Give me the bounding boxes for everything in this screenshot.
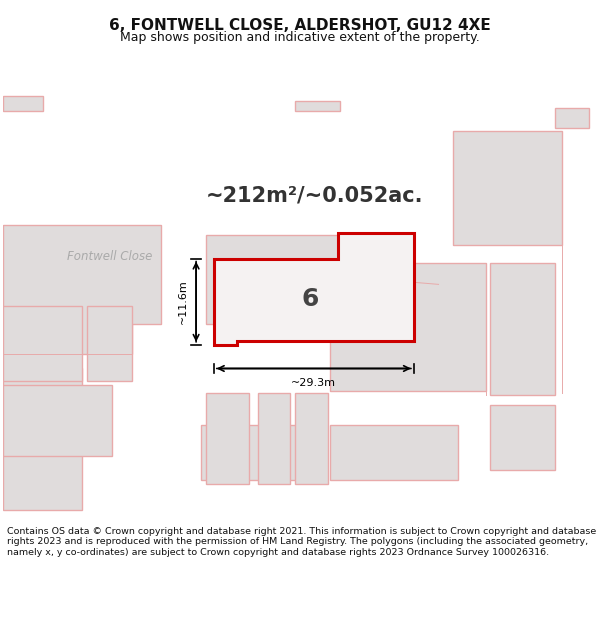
Polygon shape — [3, 306, 82, 381]
Polygon shape — [3, 96, 43, 111]
Polygon shape — [0, 240, 290, 282]
Polygon shape — [329, 262, 486, 391]
Polygon shape — [454, 131, 562, 245]
Text: ~11.6m: ~11.6m — [178, 279, 188, 324]
Polygon shape — [295, 101, 340, 111]
Text: Fontwell Close: Fontwell Close — [67, 250, 152, 263]
Polygon shape — [201, 425, 320, 480]
Polygon shape — [206, 235, 340, 324]
Text: ~212m²/~0.052ac.: ~212m²/~0.052ac. — [206, 185, 424, 205]
Polygon shape — [214, 233, 414, 345]
Polygon shape — [556, 108, 589, 128]
Polygon shape — [206, 393, 248, 484]
Polygon shape — [87, 306, 132, 381]
Text: 6: 6 — [301, 288, 319, 311]
Polygon shape — [329, 425, 458, 480]
Polygon shape — [3, 225, 161, 354]
Polygon shape — [256, 171, 295, 259]
Polygon shape — [295, 393, 328, 484]
Polygon shape — [3, 385, 112, 456]
Text: ~29.3m: ~29.3m — [292, 378, 337, 388]
Text: Contains OS data © Crown copyright and database right 2021. This information is : Contains OS data © Crown copyright and d… — [7, 527, 596, 557]
Polygon shape — [259, 393, 290, 484]
Polygon shape — [3, 369, 82, 438]
Text: 6, FONTWELL CLOSE, ALDERSHOT, GU12 4XE: 6, FONTWELL CLOSE, ALDERSHOT, GU12 4XE — [109, 18, 491, 32]
Text: Map shows position and indicative extent of the property.: Map shows position and indicative extent… — [120, 31, 480, 44]
Polygon shape — [3, 442, 82, 510]
Polygon shape — [490, 262, 556, 395]
Polygon shape — [490, 405, 556, 471]
